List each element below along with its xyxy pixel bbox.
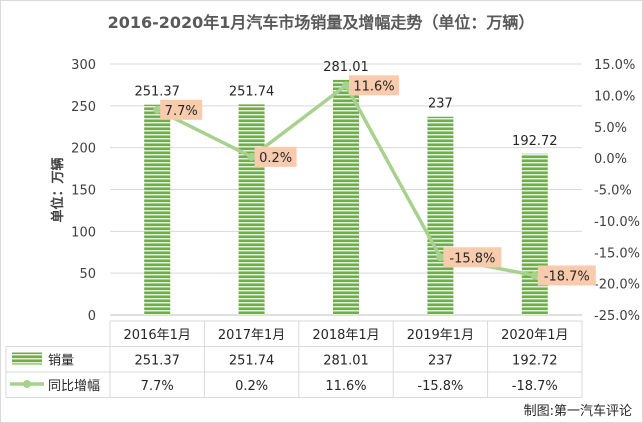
table-bar-value: 251.37 <box>134 354 180 369</box>
x-category-label: 2018年1月 <box>312 328 379 343</box>
y-left-tick-label: 150 <box>71 184 96 199</box>
line-label-box <box>254 146 297 167</box>
line-label-box <box>443 247 502 268</box>
line-value-label: 11.6% <box>353 79 394 94</box>
y-left-tick-label: 0 <box>88 309 96 324</box>
y-left-tick-label: 250 <box>71 100 96 115</box>
bar-value-label: 251.74 <box>229 84 275 99</box>
table-line-value: -18.7% <box>512 379 558 394</box>
y-right-tick-label: 5.0% <box>594 121 627 136</box>
bar <box>521 153 548 315</box>
bar-value-label: 281.01 <box>323 60 369 75</box>
legend-bar-name: 销量 <box>48 354 74 369</box>
y-axis-left-ticks: 0 50 100 150 200 250 300 <box>71 58 96 324</box>
bar-value-label: 251.37 <box>134 85 180 100</box>
x-category-label: 2020年1月 <box>501 328 568 343</box>
y-left-tick-label: 200 <box>71 142 96 157</box>
line-point <box>436 253 445 262</box>
y-left-tick-label: 300 <box>71 58 96 73</box>
bar <box>238 104 265 315</box>
table-line-value: 0.2% <box>235 379 268 394</box>
table-bar-value: 192.72 <box>512 354 558 369</box>
y-right-tick-label: -20.0% <box>594 278 640 293</box>
y-right-tick-label: -10.0% <box>594 215 640 230</box>
line-value-label: 7.7% <box>165 104 198 119</box>
y-axis-right-ticks: -25.0% -20.0% -15.0% -10.0% -5.0% 0.0% 5.0% 10.… <box>594 58 640 324</box>
table-line-value: 11.6% <box>325 379 366 394</box>
y-left-tick-label: 50 <box>79 267 96 282</box>
y-right-tick-label: -25.0% <box>594 309 640 324</box>
line-value-labels: 7.7% 0.2% 11.6% -15.8% -18.7% <box>160 75 596 286</box>
y-right-tick-label: -15.0% <box>594 246 640 261</box>
legend-line-marker <box>23 380 31 388</box>
line-value-label: 0.2% <box>259 151 292 166</box>
bar <box>333 79 359 315</box>
table-bar-value: 237 <box>428 354 453 369</box>
line-point <box>530 271 539 280</box>
chart-title: 2016-2020年1月汽车市场销量及增幅走势（单位：万辆） <box>108 13 535 32</box>
line-value-label: -18.7% <box>544 269 590 284</box>
bar-value-label: 192.72 <box>512 134 558 149</box>
line-value-label: -15.8% <box>449 251 495 266</box>
legend-bar-swatch <box>12 352 42 365</box>
bar <box>144 104 171 315</box>
bar-value-label: 237 <box>428 97 453 112</box>
bar-series <box>144 79 548 316</box>
y-right-tick-label: 0.0% <box>594 152 627 167</box>
table-bar-value: 251.74 <box>229 354 275 369</box>
legend-line-name: 同比增幅 <box>48 379 100 394</box>
y-right-tick-label: 10.0% <box>594 89 635 104</box>
line-label-box <box>537 265 596 286</box>
line-label-box <box>160 99 203 120</box>
table-bar-value: 281.01 <box>323 354 369 369</box>
source-credit: 制图:第一汽车评论 <box>524 403 632 419</box>
x-category-label: 2019年1月 <box>407 328 474 343</box>
line-point <box>247 152 256 161</box>
y-right-tick-label: -5.0% <box>594 184 632 199</box>
line-label-box <box>349 75 399 96</box>
x-category-label: 2017年1月 <box>218 328 285 343</box>
bar-value-labels: 251.37 251.74 281.01 237 192.72 <box>134 60 557 149</box>
line-point <box>342 81 350 90</box>
table-line-value: 7.7% <box>141 379 174 394</box>
y-right-tick-label: 15.0% <box>594 58 635 73</box>
y-left-tick-label: 100 <box>71 225 96 240</box>
y-axis-left-label: 单位：万辆 <box>50 157 66 222</box>
line-point <box>153 105 162 114</box>
x-category-label: 2016年1月 <box>124 328 191 343</box>
table-line-value: -15.8% <box>417 379 463 394</box>
bar <box>427 116 454 316</box>
